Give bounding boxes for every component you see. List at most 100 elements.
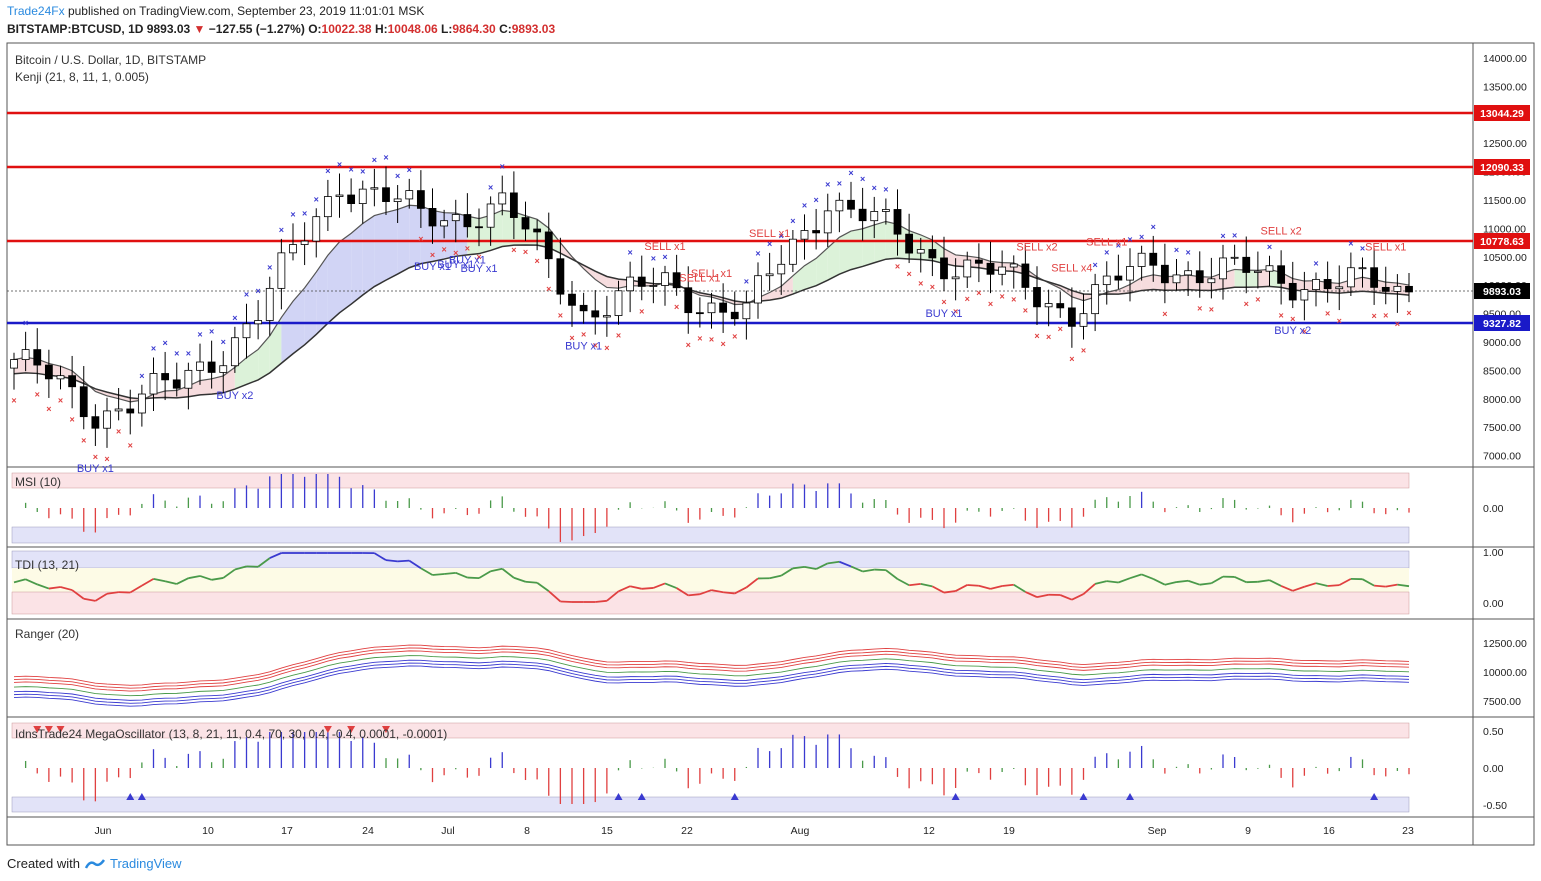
candle-body — [91, 416, 100, 429]
candle-body — [1114, 275, 1123, 281]
tdi-segment — [536, 582, 550, 592]
tradingview-brand[interactable]: TradingView — [109, 856, 182, 871]
buy-signal-label: BUY x2 — [216, 390, 253, 402]
price-tick-label: 11500.00 — [1483, 195, 1526, 207]
mega-tick-label: 0.50 — [1483, 726, 1504, 738]
time-tick-label: 23 — [1402, 825, 1414, 837]
sell-mark-icon: × — [639, 306, 644, 316]
cloud-segment — [246, 349, 259, 385]
cloud-segment — [792, 265, 805, 295]
candle-body — [544, 231, 553, 260]
tdi-segment — [211, 577, 224, 581]
candle-body — [788, 238, 797, 265]
sell-mark-icon: × — [534, 256, 539, 266]
candle-body — [905, 233, 914, 254]
time-tick-label: 22 — [681, 825, 693, 837]
price-axis[interactable]: 14000.0013500.0013000.0012500.0012000.00… — [1483, 53, 1527, 812]
signal-marks: × × × × × × × × × × × × × × × × × × × × × × × × × × × × × × × × × × × × × × × ×… — [11, 153, 1411, 464]
tdi-segment — [1269, 579, 1282, 587]
price-tag-label: 13044.29 — [1480, 108, 1524, 120]
candle-body — [161, 373, 170, 381]
candle-body — [881, 209, 890, 212]
candle-body — [68, 375, 77, 388]
tdi-segment — [862, 568, 875, 573]
sell-signal-label: SELL x1 — [679, 272, 720, 284]
cloud-segment — [397, 205, 410, 275]
tradingview-logo-icon — [84, 858, 106, 869]
candle-body — [1160, 264, 1169, 284]
candle-body — [637, 276, 646, 287]
author-link[interactable]: Trade24Fx — [7, 4, 65, 18]
tdi-tick-label: 0.00 — [1483, 598, 1504, 610]
candle-body — [382, 187, 390, 202]
buy-mark-icon: × — [802, 200, 807, 210]
sell-mark-icon: × — [476, 252, 481, 262]
tdi-segment — [1257, 579, 1270, 583]
down-arrow-icon: ▼ — [193, 22, 206, 36]
sell-mark-icon: × — [918, 278, 923, 288]
buy-signal-label: BUY x1 — [925, 308, 962, 320]
candle-body — [521, 217, 530, 230]
sell-mark-icon: × — [128, 440, 133, 450]
candle-body — [10, 359, 18, 369]
buy-mark-icon: × — [360, 167, 365, 177]
price-tick-label: 7000.00 — [1483, 451, 1521, 463]
time-axis[interactable]: Jun 10 17 24 Jul 8 15 22 Aug 12 19 Sep 9 16 23 — [95, 825, 1414, 837]
candle-body — [707, 302, 716, 314]
price-tick-label: 10500.00 — [1483, 252, 1527, 264]
cloud-segment — [1071, 290, 1084, 301]
cloud-segment — [1118, 284, 1130, 295]
candle-body — [463, 214, 472, 228]
time-tick-label: 10 — [202, 825, 214, 837]
candle-body — [1067, 307, 1076, 327]
sell-mark-icon: × — [1337, 316, 1342, 326]
tdi-segment — [990, 585, 1003, 590]
tdi-segment — [1292, 585, 1305, 592]
buy-mark-icon: × — [883, 184, 888, 194]
tdi-segment — [420, 567, 433, 576]
time-tick-label: 9 — [1245, 825, 1251, 837]
buy-mark-icon: × — [1267, 242, 1272, 252]
candle-body — [1277, 265, 1286, 284]
candle-body — [103, 410, 111, 429]
msi-tick-label: 0.00 — [1483, 503, 1504, 515]
tdi-segment — [188, 575, 201, 580]
sell-mark-icon: × — [604, 343, 609, 353]
candle-body — [475, 226, 483, 229]
cloud-segment — [200, 378, 212, 395]
candle-body — [56, 375, 65, 380]
sell-mark-icon: × — [523, 247, 528, 257]
candle-body — [137, 393, 146, 414]
price-tag — [1474, 105, 1530, 121]
buy-signal-label: BUY x1 — [437, 259, 474, 271]
level-tags: 13044.29 12090.33 10778.63 9893.03 9327.82 — [1474, 105, 1530, 331]
tdi-segment — [525, 580, 538, 584]
price-tick-label: 14000.00 — [1483, 53, 1527, 65]
candle-body — [765, 273, 774, 277]
sell-mark-icon: × — [1290, 314, 1295, 324]
tdi-segment — [222, 568, 236, 579]
time-tick-label: 12 — [923, 825, 935, 837]
candle-body — [126, 408, 135, 414]
sell-signal-label: SELL x1 — [1086, 236, 1127, 248]
mega-down-arrow-icon — [33, 726, 42, 733]
footer: Created with TradingView — [7, 856, 182, 871]
candle-body — [1288, 282, 1297, 301]
indicator-bands — [11, 472, 1410, 813]
buy-mark-icon: × — [767, 239, 772, 249]
buy-mark-icon: × — [500, 162, 505, 172]
candle-body — [940, 257, 948, 280]
sell-mark-icon: × — [11, 396, 16, 406]
ranger-tick-label: 7500.00 — [1483, 696, 1521, 708]
tdi-segment — [560, 600, 573, 603]
buy-mark-icon: × — [837, 179, 842, 189]
mega-down-arrow-icon — [56, 726, 65, 733]
tdi-segment — [874, 568, 886, 572]
candle-body — [44, 364, 53, 380]
tdi-tick-label: 1.00 — [1483, 547, 1504, 559]
buy-mark-icon: × — [290, 209, 295, 219]
sell-mark-icon: × — [895, 262, 900, 272]
sell-mark-icon: × — [69, 414, 74, 424]
cloud-segment — [118, 394, 131, 402]
